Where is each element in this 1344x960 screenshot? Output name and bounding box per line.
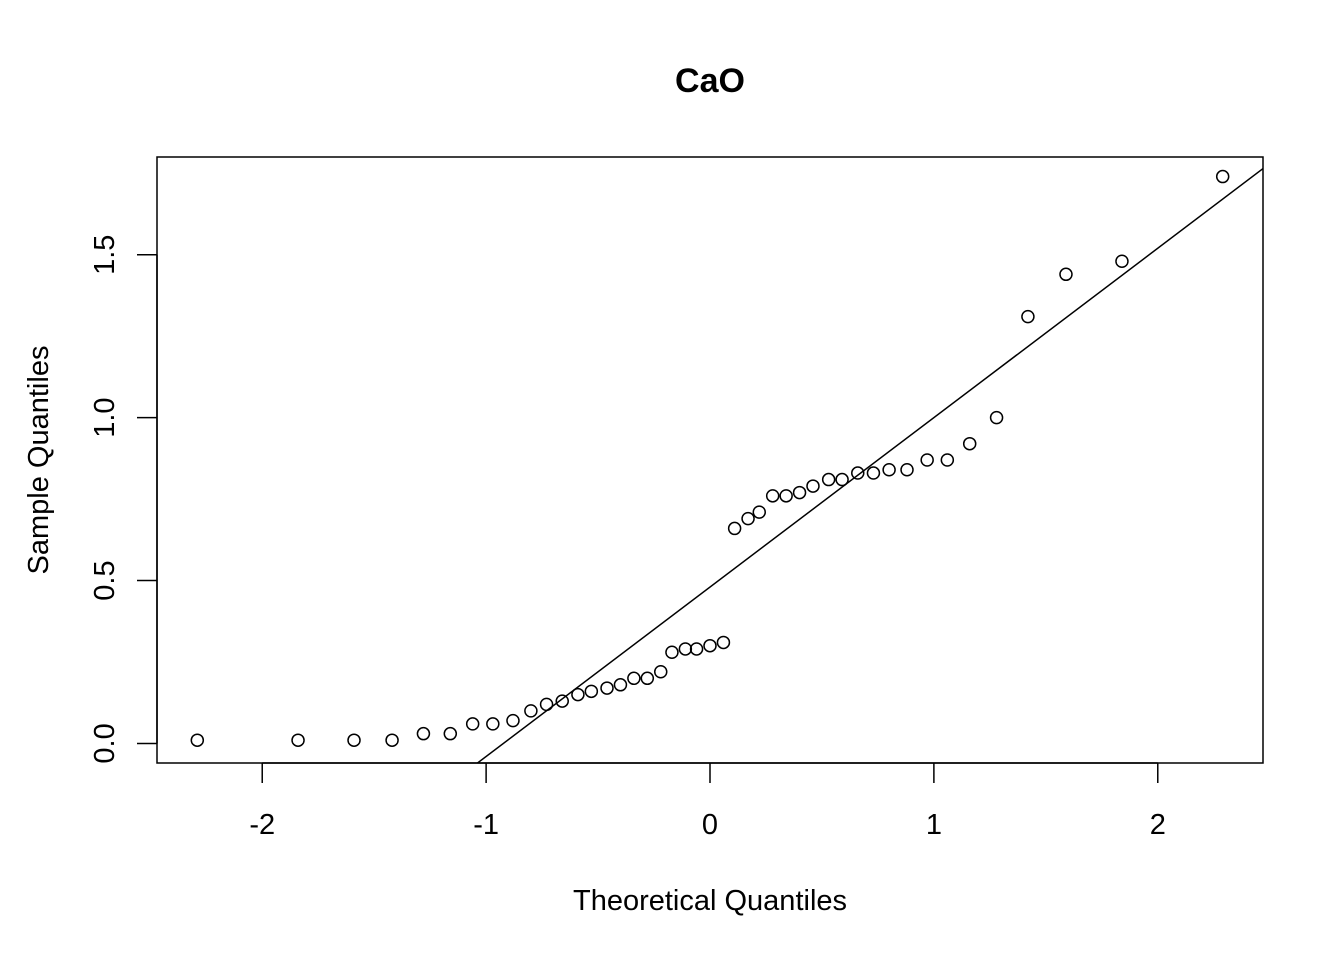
data-point [1215, 169, 1230, 184]
data-point [524, 704, 538, 718]
x-tick-label: 1 [926, 809, 942, 841]
data-point [752, 505, 767, 519]
data-point [806, 479, 820, 493]
data-point [1059, 267, 1073, 282]
y-axis-title: Sample Quantiles [23, 346, 55, 575]
data-point [703, 638, 717, 653]
data-point [689, 642, 704, 656]
data-point [851, 466, 865, 480]
data-point [741, 511, 755, 526]
data-point [584, 684, 599, 699]
data-point [539, 697, 554, 712]
data-point [716, 635, 731, 650]
plot-frame [156, 156, 1264, 764]
data-point [821, 472, 836, 487]
y-tick-label: 1.0 [89, 397, 121, 437]
data-point [506, 713, 520, 728]
data-point [792, 485, 807, 500]
chart-title: CaO [675, 62, 745, 100]
data-point [779, 489, 793, 503]
data-point [866, 466, 881, 480]
data-point [653, 665, 668, 679]
data-point [627, 671, 641, 686]
data-point [416, 726, 431, 741]
x-tick-label: -2 [249, 809, 275, 841]
y-axis: 0.0 0.5 1.0 1.5 [89, 235, 158, 764]
data-point [765, 489, 780, 503]
data-point [727, 521, 742, 536]
data-point [940, 453, 955, 467]
reference-line-group [476, 168, 1263, 763]
data-point [1115, 254, 1129, 269]
data-point [600, 681, 614, 695]
data-point [1021, 309, 1035, 324]
data-point [190, 733, 205, 747]
data-point [678, 642, 693, 656]
y-tick-label: 1.5 [89, 235, 121, 275]
x-tick-label: -1 [473, 809, 499, 841]
data-point [443, 726, 458, 741]
data-point [465, 717, 480, 731]
data-point [665, 645, 679, 659]
data-point [640, 671, 655, 686]
data-point [613, 678, 628, 692]
data-point [962, 436, 977, 451]
y-tick-label: 0.5 [89, 560, 121, 600]
data-point [920, 453, 934, 467]
data-point [291, 733, 305, 747]
data-point [835, 472, 849, 487]
data-point [486, 717, 500, 731]
data-points [190, 169, 1230, 747]
data-point [385, 733, 399, 747]
x-axis-title: Theoretical Quantiles [573, 885, 847, 917]
x-axis: -2 -1 0 1 2 [249, 762, 1166, 841]
reference-line [476, 168, 1263, 763]
data-point [882, 463, 896, 477]
data-point [900, 463, 914, 477]
x-tick-label: 0 [702, 809, 718, 841]
x-tick-label: 2 [1150, 809, 1166, 841]
data-point [555, 694, 569, 708]
y-tick-label: 0.0 [89, 723, 121, 763]
data-point [571, 687, 585, 702]
data-point [989, 410, 1004, 425]
data-point [347, 733, 361, 747]
